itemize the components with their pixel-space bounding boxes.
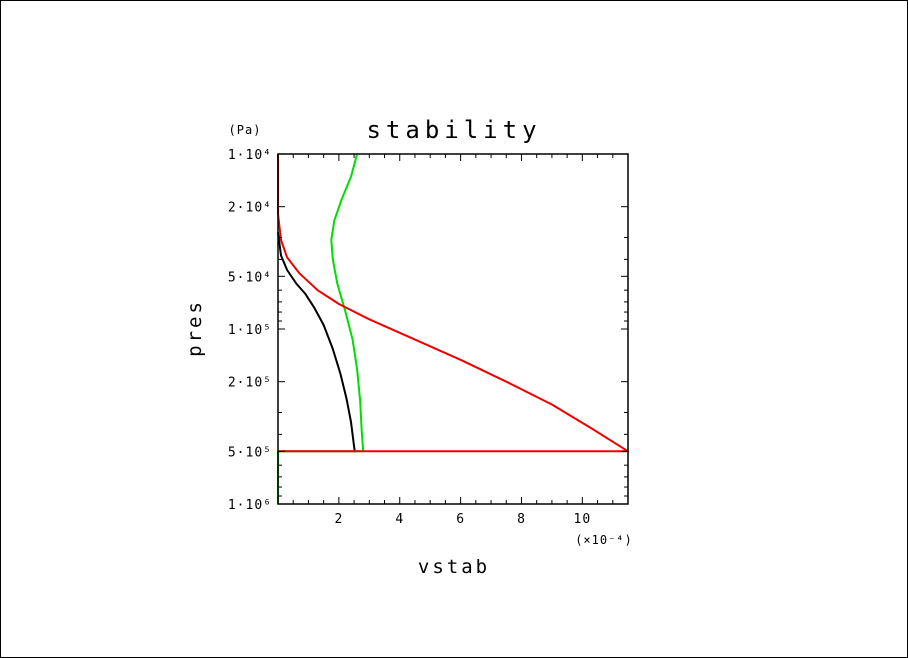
chart-title: stability	[366, 116, 541, 144]
y-tick-label: 1·10⁵	[228, 323, 272, 338]
series-line-2	[330, 153, 365, 452]
series-line-1	[277, 232, 356, 452]
x-axis-label: vstab	[418, 556, 490, 578]
x-tick-label: 4	[395, 512, 404, 527]
y-axis-unit: (Pa)	[229, 123, 262, 137]
y-tick-label: 2·10⁵	[228, 376, 272, 391]
series-line-3	[277, 450, 364, 504]
series-layer	[277, 153, 629, 504]
plot-area-border	[277, 153, 629, 505]
y-tick-label: 5·10⁴	[228, 270, 272, 285]
x-tick-label: 10	[574, 512, 592, 527]
x-tick-label: 6	[456, 512, 465, 527]
y-axis-label: pres	[184, 299, 206, 357]
x-tick-label: 2	[334, 512, 343, 527]
y-tick-label: 1·10⁶	[228, 498, 272, 513]
x-tick-label: 8	[517, 512, 526, 527]
x-axis-multiplier: (×10⁻⁴)	[575, 533, 633, 547]
series-line-4	[277, 154, 629, 453]
y-tick-label: 2·10⁴	[228, 201, 272, 216]
y-tick-label: 5·10⁵	[228, 445, 272, 460]
tick-layer: 2 4 6 8 10 1·10⁴ 2·10⁴ 5·10⁴ 1·10⁵ 2·10⁵ 5·10⁵ 1·10…	[228, 148, 628, 527]
y-tick-label: 1·10⁴	[228, 148, 272, 163]
